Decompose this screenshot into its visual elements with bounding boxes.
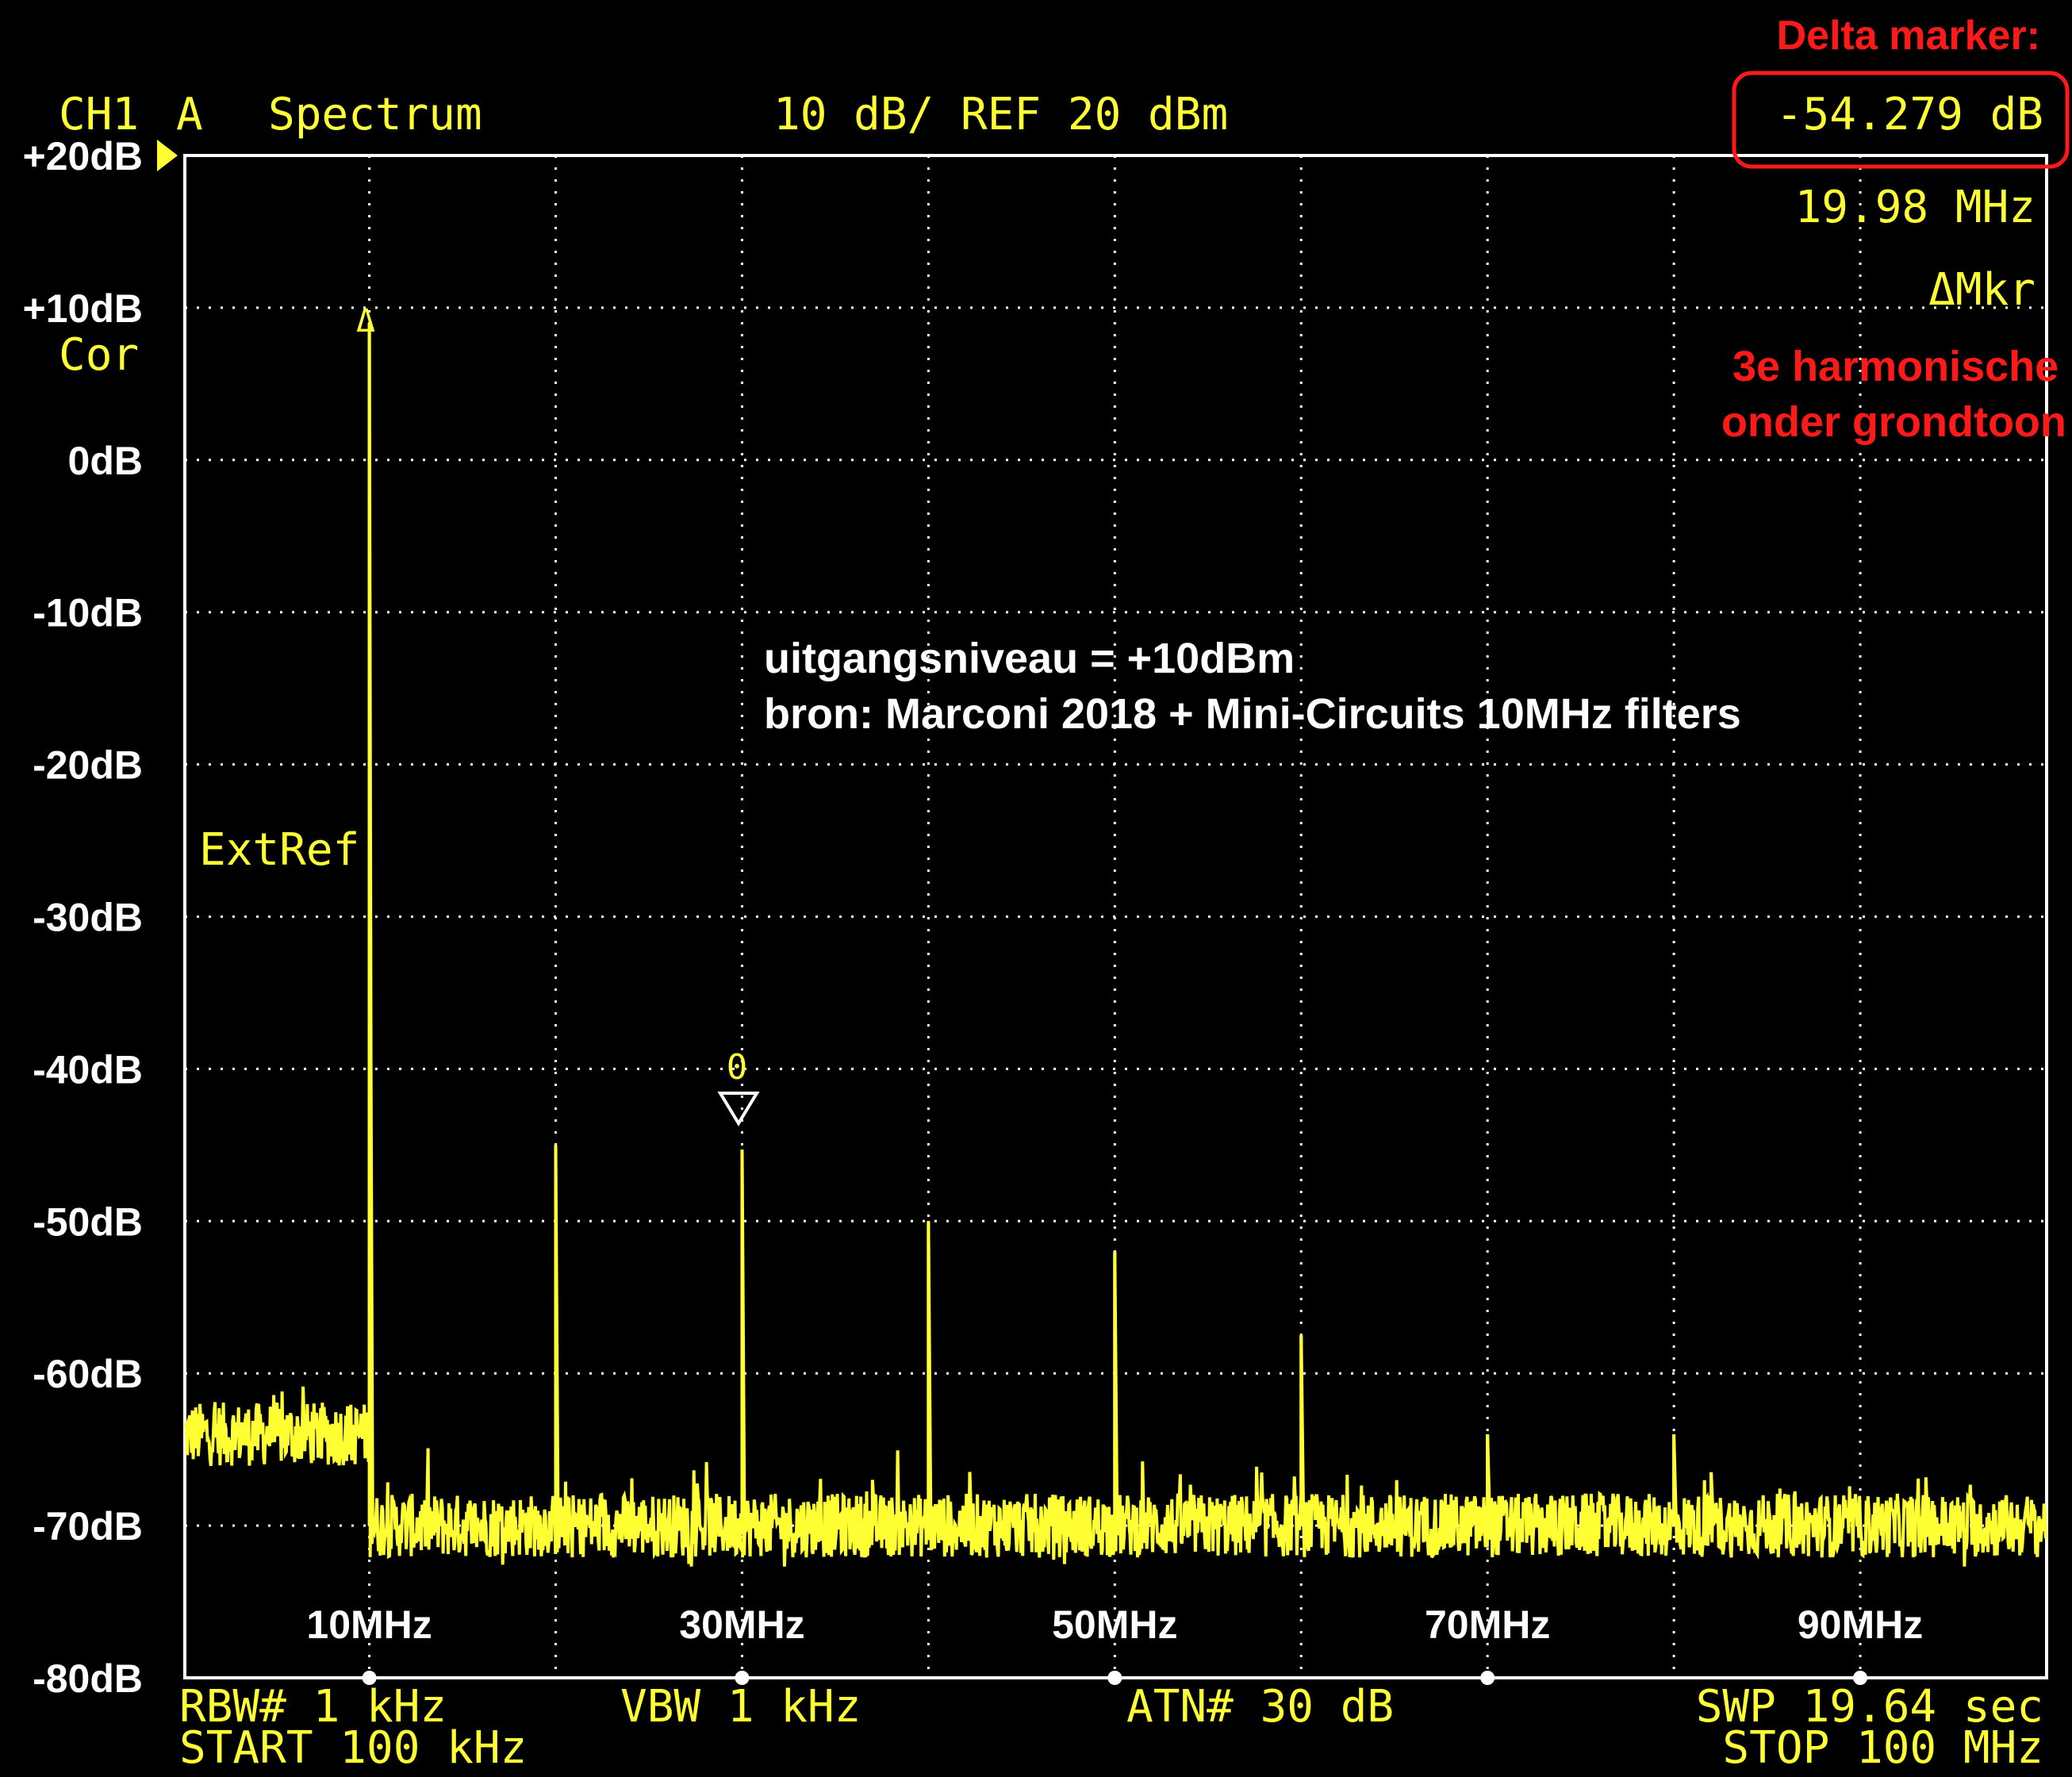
- x-tick-label: 90MHz: [1798, 1602, 1923, 1647]
- x-tick-label: 70MHz: [1425, 1602, 1550, 1647]
- x-tick-dot: [735, 1671, 750, 1685]
- source-note: bron: Marconi 2018 + Mini-Circuits 10MHz…: [764, 690, 1741, 738]
- y-tick-label: -60dB: [33, 1352, 143, 1396]
- trace-id-label: A: [176, 89, 203, 140]
- y-tick-label: 0dB: [68, 439, 143, 483]
- rbw-setting: RBW# 1 kHz: [179, 1681, 447, 1733]
- mode-label: Spectrum: [268, 89, 482, 140]
- x-tick-dot: [1480, 1671, 1495, 1685]
- vbw-setting: VBW 1 kHz: [620, 1681, 861, 1733]
- harmonic-note-line2: onder grondtoon: [1721, 398, 2066, 446]
- y-tick-label: +20dB: [23, 134, 143, 178]
- delta-marker-highlight: [1732, 71, 2070, 169]
- y-tick-label: -10dB: [33, 591, 143, 635]
- channel-label: CH1: [59, 89, 139, 140]
- y-tick-label: -30dB: [33, 896, 143, 940]
- start-frequency: START 100 kHz: [179, 1722, 527, 1774]
- reference-level-arrow: [157, 140, 178, 171]
- x-tick-dot: [362, 1671, 377, 1685]
- delta-marker-symbol: 0: [727, 1047, 748, 1088]
- y-tick-label: -50dB: [33, 1199, 143, 1244]
- y-tick-label: -80dB: [33, 1656, 143, 1701]
- x-tick-label: 30MHz: [679, 1602, 804, 1647]
- x-tick-dot: [1853, 1671, 1868, 1685]
- marker-type: ΔMkr: [1928, 264, 2036, 316]
- y-tick-label: -70dB: [33, 1504, 143, 1549]
- x-tick-label: 50MHz: [1052, 1602, 1177, 1647]
- marker-frequency: 19.98 MHz: [1795, 182, 2036, 233]
- stop-frequency: STOP 100 MHz: [1722, 1722, 2043, 1774]
- cor-label: Cor: [59, 329, 139, 381]
- y-tick-label: -20dB: [33, 743, 143, 788]
- x-tick-label: 10MHz: [306, 1602, 432, 1647]
- extref-label: ExtRef: [199, 824, 359, 876]
- x-tick-dot: [1107, 1671, 1122, 1685]
- y-tick-label: +10dB: [23, 286, 143, 331]
- spectrum-trace: [183, 323, 2047, 1567]
- delta-marker-triangle: [717, 1092, 760, 1126]
- scale-label: 10 dB/ REF 20 dBm: [773, 89, 1228, 140]
- harmonic-note-line1: 3e harmonische: [1732, 343, 2059, 390]
- delta-marker-title: Delta marker:: [1777, 13, 2040, 59]
- reference-marker-symbol: Δ: [356, 303, 375, 340]
- y-tick-label: -40dB: [33, 1047, 143, 1092]
- delta-marker-value: -54.279 dB: [1776, 89, 2043, 140]
- attenuation-setting: ATN# 30 dB: [1126, 1681, 1394, 1733]
- output-level-note: uitgangsniveau = +10dBm: [764, 635, 1295, 682]
- sweep-setting: SWP 19.64 sec: [1696, 1681, 2043, 1733]
